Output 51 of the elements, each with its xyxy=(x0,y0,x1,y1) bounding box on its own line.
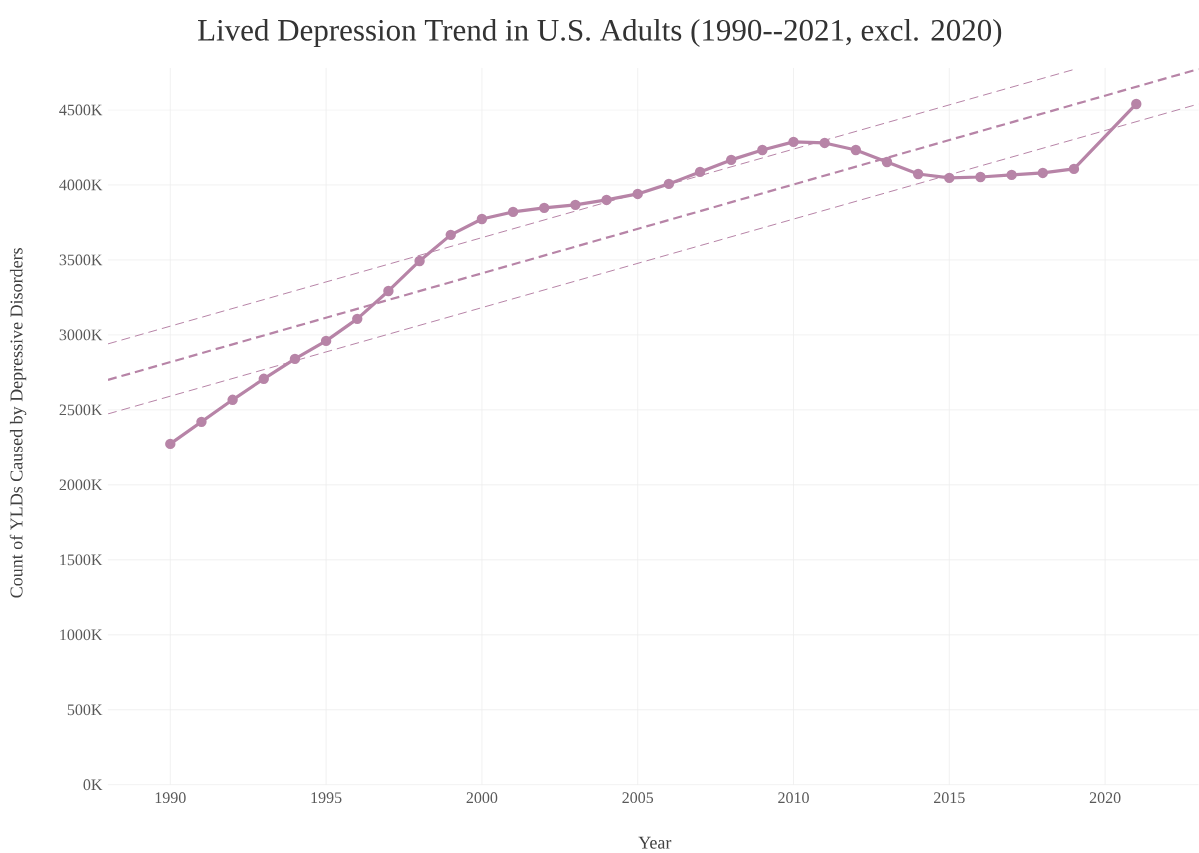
x-tick-label: 2015 xyxy=(934,792,965,804)
x-tick-label: 2005 xyxy=(622,792,654,804)
point xyxy=(196,416,207,428)
y-tick-label: 0K xyxy=(83,779,103,791)
y-tick-label: 500K xyxy=(67,704,103,716)
point xyxy=(1037,167,1048,179)
point xyxy=(1131,98,1142,110)
point xyxy=(819,137,830,149)
point xyxy=(850,144,862,156)
y-tick-label: 3500K xyxy=(59,254,103,266)
point xyxy=(445,229,456,241)
point xyxy=(320,335,332,347)
chart-title: Lived Depression Trend in U.S. Adults (1990--2021, excl. 2020) xyxy=(198,19,1002,48)
point xyxy=(788,136,799,148)
y-tick-label: 1000K xyxy=(60,629,103,641)
point xyxy=(912,168,924,180)
point xyxy=(227,394,238,406)
point xyxy=(476,213,488,225)
point xyxy=(975,171,986,183)
point xyxy=(165,438,176,450)
x-tick-label: 1995 xyxy=(311,792,342,804)
y-tick-label: 3000K xyxy=(59,329,103,341)
point xyxy=(725,154,737,166)
y-axis-title: Count of YLDs Caused by Depressive Disorders xyxy=(9,248,27,598)
point xyxy=(881,156,893,168)
point xyxy=(352,313,363,325)
y-tick-label: 2000K xyxy=(59,479,103,491)
x-tick-label: 1990 xyxy=(155,792,186,804)
x-tick-label: 2000 xyxy=(466,792,498,804)
point xyxy=(663,178,675,190)
x-tick-label: 2020 xyxy=(1089,792,1121,804)
y-tick-label: 4000K xyxy=(59,179,103,191)
y-tick-label: 1500K xyxy=(60,554,103,566)
point xyxy=(601,194,612,206)
x-tick-label: 2010 xyxy=(778,792,809,804)
x-axis-title: Year xyxy=(638,836,672,849)
point xyxy=(944,172,955,184)
point xyxy=(507,206,519,218)
y-tick-label: 4500K xyxy=(59,104,103,116)
point xyxy=(383,285,394,297)
point xyxy=(414,255,425,267)
point xyxy=(1068,163,1080,175)
point xyxy=(632,188,643,200)
y-tick-label: 2500K xyxy=(59,404,103,416)
point xyxy=(539,202,550,214)
point xyxy=(694,166,706,178)
point xyxy=(289,353,301,365)
point xyxy=(757,144,768,156)
point xyxy=(258,373,269,385)
point xyxy=(570,199,581,211)
point xyxy=(1006,169,1017,181)
